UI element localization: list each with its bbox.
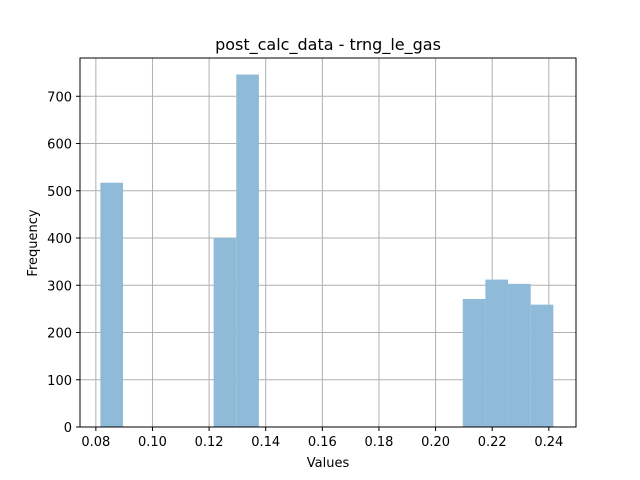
histogram-bar [236,74,259,427]
histogram-bar [213,238,237,427]
y-tick-label: 300 [47,279,72,294]
plot-frame [79,57,577,428]
y-tick-label: 500 [47,185,72,200]
x-tick-label: 0.20 [421,435,450,450]
x-tick-label: 0.14 [251,435,280,450]
x-tick-label: 0.18 [364,435,393,450]
y-tick-label: 200 [47,327,72,342]
x-tick-label: 0.22 [478,435,507,450]
x-tick-label: 0.24 [534,435,563,450]
y-axis-ticks: 0 100 200 300 400 500 600 700 [47,90,80,436]
histogram-bar [530,304,554,427]
x-tick-label: 0.12 [195,435,224,450]
x-tick-label: 0.08 [81,435,110,450]
y-tick-label: 0 [64,421,72,436]
histogram-bar [508,283,531,427]
x-axis-ticks: 0.08 0.10 0.12 0.14 0.16 0.18 0.20 0.22 0.24 [81,427,563,450]
histogram-bar [462,298,486,427]
y-tick-label: 100 [47,374,72,389]
histogram-bars [100,74,554,427]
histogram-bar [485,279,509,427]
y-axis-label: Frequency [26,209,41,276]
y-tick-label: 700 [47,90,72,105]
x-tick-label: 0.10 [138,435,167,450]
x-tick-label: 0.16 [308,435,337,450]
x-axis-label: Values [307,456,350,471]
chart-title: post_calc_data - trng_le_gas [215,35,441,55]
y-tick-label: 600 [47,138,72,153]
histogram-bar [100,182,124,427]
y-tick-label: 400 [47,232,72,247]
